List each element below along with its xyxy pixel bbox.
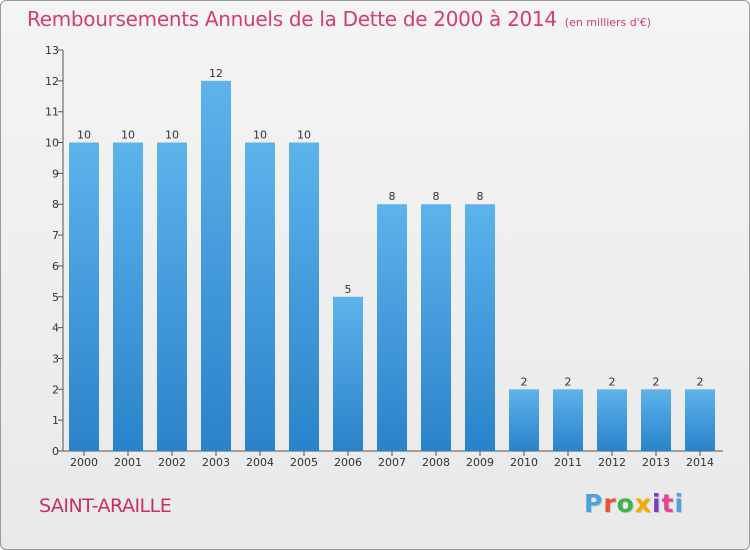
x-tick-label: 2007 bbox=[378, 456, 406, 469]
chart-title: Remboursements Annuels de la Dette de 20… bbox=[27, 7, 651, 31]
bar-value-label: 2 bbox=[565, 375, 572, 388]
bar-value-label: 8 bbox=[477, 190, 484, 203]
bar-value-label: 10 bbox=[165, 129, 179, 142]
x-tick-label: 2001 bbox=[114, 456, 142, 469]
logo-letter: o bbox=[616, 489, 635, 518]
bar bbox=[465, 204, 495, 451]
bar-value-label: 2 bbox=[653, 375, 660, 388]
y-tick-label: 12 bbox=[45, 75, 59, 88]
logo-letter: r bbox=[603, 489, 617, 518]
bar bbox=[289, 142, 319, 452]
bar bbox=[245, 142, 275, 452]
bar bbox=[597, 389, 627, 451]
bar-value-label: 12 bbox=[209, 67, 223, 80]
x-tick-label: 2009 bbox=[466, 456, 494, 469]
y-tick-label: 5 bbox=[52, 291, 59, 304]
bar-value-label: 2 bbox=[521, 375, 528, 388]
x-tick-label: 2000 bbox=[70, 456, 98, 469]
x-tick-label: 2004 bbox=[246, 456, 274, 469]
bar bbox=[113, 142, 143, 452]
y-tick-label: 4 bbox=[52, 322, 59, 335]
x-tick-label: 2005 bbox=[290, 456, 318, 469]
y-tick-label: 0 bbox=[52, 445, 59, 458]
chart-title-text: Remboursements Annuels de la Dette de 20… bbox=[27, 7, 557, 31]
y-tick-label: 13 bbox=[45, 44, 59, 57]
x-tick-label: 2012 bbox=[598, 456, 626, 469]
x-tick-label: 2008 bbox=[422, 456, 450, 469]
bar-value-label: 2 bbox=[697, 375, 704, 388]
y-tick-label: 10 bbox=[45, 137, 59, 150]
y-tick-label: 7 bbox=[52, 229, 59, 242]
x-tick-label: 2011 bbox=[554, 456, 582, 469]
y-tick-label: 11 bbox=[45, 106, 59, 119]
bar bbox=[377, 204, 407, 451]
bar bbox=[201, 80, 231, 451]
bar-value-label: 10 bbox=[253, 129, 267, 142]
logo-letter: t bbox=[661, 489, 675, 518]
chart-unit: (en milliers d'€) bbox=[564, 16, 652, 29]
bar bbox=[421, 204, 451, 451]
bar-value-label: 10 bbox=[297, 129, 311, 142]
x-tick-label: 2003 bbox=[202, 456, 230, 469]
x-tick-label: 2002 bbox=[158, 456, 186, 469]
y-tick-label: 1 bbox=[52, 414, 59, 427]
x-tick-label: 2010 bbox=[510, 456, 538, 469]
bar-value-label: 8 bbox=[433, 190, 440, 203]
bar-value-label: 2 bbox=[609, 375, 616, 388]
bar-value-label: 10 bbox=[77, 129, 91, 142]
y-tick-label: 8 bbox=[52, 198, 59, 211]
y-tick-label: 3 bbox=[52, 352, 59, 365]
logo-letter: P bbox=[584, 489, 604, 518]
proxiti-logo[interactable]: Proxiti bbox=[584, 489, 684, 518]
bar-value-label: 10 bbox=[121, 129, 135, 142]
y-tick-label: 6 bbox=[52, 260, 59, 273]
y-tick-label: 9 bbox=[52, 167, 59, 180]
logo-letter: i bbox=[674, 489, 685, 518]
logo-letter: x bbox=[634, 489, 652, 518]
bar bbox=[333, 296, 363, 451]
y-tick-label: 2 bbox=[52, 383, 59, 396]
x-tick-label: 2006 bbox=[334, 456, 362, 469]
bar bbox=[553, 389, 583, 451]
x-tick-label: 2014 bbox=[686, 456, 714, 469]
bar-value-label: 8 bbox=[389, 190, 396, 203]
logo-letter: i bbox=[652, 489, 662, 518]
bar bbox=[685, 389, 715, 451]
bar bbox=[69, 142, 99, 452]
bar bbox=[157, 142, 187, 452]
x-tick-label: 2013 bbox=[642, 456, 670, 469]
bar bbox=[641, 389, 671, 451]
bar bbox=[509, 389, 539, 451]
commune-name: SAINT-ARAILLE bbox=[39, 495, 172, 517]
bar-value-label: 5 bbox=[345, 283, 352, 296]
